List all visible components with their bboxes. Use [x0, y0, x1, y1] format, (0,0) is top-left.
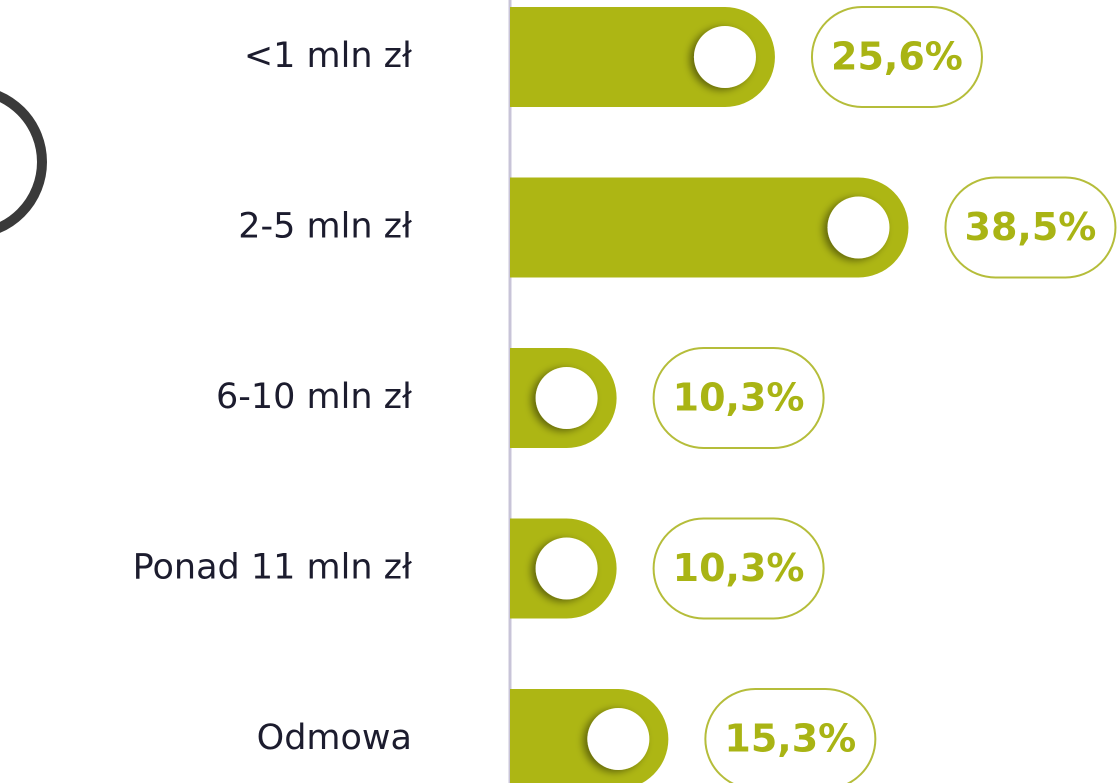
category-label: 2-5 mln zł — [238, 207, 412, 247]
value-label: 25,6% — [831, 35, 963, 79]
bar — [510, 177, 909, 278]
value-pill — [810, 6, 983, 108]
category-label: Ponad 11 mln zł — [133, 548, 412, 588]
category-label: <1 mln zł — [244, 36, 412, 76]
value-pill — [652, 347, 825, 449]
value-label: 10,3% — [673, 376, 805, 420]
bar-knob — [587, 708, 650, 770]
bar-knob — [827, 196, 890, 259]
value-label: 38,5% — [965, 205, 1097, 249]
category-label: 6-10 mln zł — [216, 377, 412, 417]
value-pill — [704, 688, 877, 783]
bar-knob — [535, 367, 598, 429]
bar-knob — [693, 26, 756, 88]
decor-ring — [0, 91, 47, 233]
category-label: Odmowa — [257, 718, 412, 758]
value-label: 10,3% — [673, 546, 805, 590]
value-label: 15,3% — [724, 717, 856, 761]
value-pill — [652, 517, 825, 620]
value-pill — [944, 176, 1117, 279]
bar-knob — [535, 537, 598, 600]
